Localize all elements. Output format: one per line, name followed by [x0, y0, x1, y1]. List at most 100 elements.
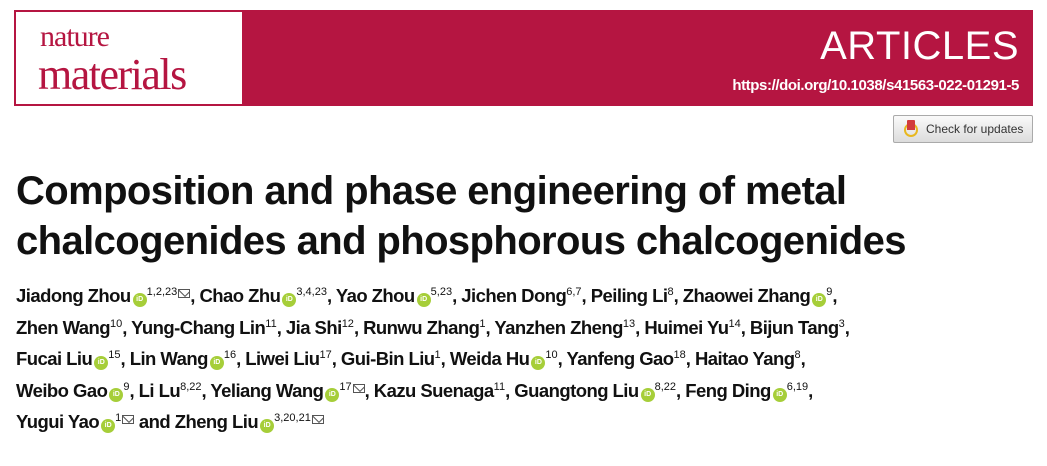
- affiliation-numbers[interactable]: 16: [223, 349, 237, 361]
- author-name[interactable]: Jia Shi: [285, 316, 342, 338]
- crossmark-icon: [904, 120, 918, 138]
- affiliation-numbers[interactable]: 1: [434, 349, 441, 361]
- logo-line-2: materials: [38, 50, 187, 99]
- email-icon[interactable]: [311, 415, 324, 424]
- author-name[interactable]: Weibo Gao: [16, 379, 108, 401]
- email-icon[interactable]: [178, 289, 191, 298]
- orcid-icon[interactable]: iD: [132, 293, 147, 307]
- author-name[interactable]: Yanzhen Zheng: [494, 316, 623, 338]
- affiliation-numbers[interactable]: 15: [108, 349, 121, 361]
- email-icon[interactable]: [122, 415, 135, 424]
- affiliation-numbers[interactable]: 18: [673, 349, 686, 361]
- author-name[interactable]: Weida Hu: [449, 348, 530, 369]
- affiliation-numbers[interactable]: 8,22: [654, 380, 677, 393]
- affiliation-numbers[interactable]: 14: [728, 317, 741, 330]
- author-name[interactable]: Runwu Zhang: [363, 316, 480, 338]
- author: Jichen Dong6,7: [461, 285, 581, 306]
- author-name[interactable]: Kazu Suenaga: [373, 379, 494, 401]
- affiliation-numbers[interactable]: 8: [794, 349, 801, 361]
- author: Huimei Yu14: [644, 317, 740, 338]
- affiliation-numbers[interactable]: 1: [479, 317, 486, 330]
- journal-logo[interactable]: nature materials: [16, 12, 242, 104]
- author: Kazu Suenaga11: [374, 380, 505, 401]
- doi-link[interactable]: https://doi.org/10.1038/s41563-022-01291…: [732, 77, 1019, 94]
- author: Chao Zhu iD3,4,23: [199, 285, 327, 307]
- author: Yeliang Wang iD17: [210, 379, 365, 402]
- affiliation-numbers[interactable]: 10: [110, 317, 123, 330]
- author-name[interactable]: Yao Zhou: [335, 285, 415, 306]
- affiliation-numbers[interactable]: 3,20,21: [274, 412, 311, 424]
- author: Jia Shi12: [286, 317, 354, 338]
- orcid-icon[interactable]: iD: [109, 387, 124, 402]
- orcid-icon[interactable]: iD: [209, 356, 224, 370]
- author-name[interactable]: Haitao Yang: [694, 348, 795, 369]
- orcid-icon[interactable]: iD: [101, 419, 116, 433]
- author: Feng Ding iD6,19: [685, 379, 809, 402]
- journal-banner: nature materials ARTICLES https://doi.or…: [14, 10, 1033, 106]
- author-name[interactable]: Yanfeng Gao: [566, 348, 675, 369]
- check-for-updates-button[interactable]: Check for updates: [893, 115, 1033, 143]
- affiliation-numbers[interactable]: 8: [667, 286, 674, 298]
- orcid-icon[interactable]: iD: [94, 356, 109, 370]
- affiliation-numbers[interactable]: 11: [265, 317, 277, 330]
- author: Gui-Bin Liu1: [341, 348, 441, 369]
- affiliation-numbers[interactable]: 3: [838, 317, 845, 330]
- author-name[interactable]: Zhaowei Zhang: [682, 285, 811, 306]
- author-name[interactable]: Feng Ding: [685, 379, 771, 401]
- affiliation-numbers[interactable]: 17: [339, 380, 352, 393]
- author-name[interactable]: Huimei Yu: [644, 316, 729, 338]
- affiliation-numbers[interactable]: 9: [123, 380, 130, 393]
- section-label: ARTICLES: [820, 24, 1019, 68]
- affiliation-numbers[interactable]: 6,7: [566, 286, 582, 298]
- author: Yao Zhou iD5,23: [335, 285, 453, 307]
- email-icon[interactable]: [352, 383, 365, 393]
- author: Weida Hu iD10: [449, 348, 558, 370]
- orcid-icon[interactable]: iD: [640, 387, 655, 402]
- affiliation-numbers[interactable]: 17: [319, 349, 332, 361]
- author-name[interactable]: Yugui Yao: [16, 411, 100, 432]
- author: Guangtong Liu iD8,22: [514, 379, 677, 402]
- orcid-icon[interactable]: iD: [325, 387, 340, 402]
- author-name[interactable]: Fucai Liu: [16, 348, 93, 369]
- author: Fucai Liu iD15: [16, 348, 121, 370]
- orcid-icon[interactable]: iD: [260, 419, 275, 433]
- affiliation-numbers[interactable]: 11: [493, 380, 506, 393]
- affiliation-numbers[interactable]: 1: [115, 412, 122, 424]
- author-name[interactable]: Yeliang Wang: [210, 379, 324, 401]
- affiliation-numbers[interactable]: 5,23: [430, 286, 453, 298]
- author: Peiling Li8: [591, 285, 674, 306]
- author-name[interactable]: Guangtong Liu: [514, 379, 639, 401]
- affiliation-numbers[interactable]: 6,19: [786, 380, 809, 393]
- author-name[interactable]: Lin Wang: [129, 348, 209, 369]
- author: Lin Wang iD16: [129, 348, 237, 370]
- orcid-icon[interactable]: iD: [772, 387, 787, 402]
- author: Zheng Liu iD3,20,21: [174, 411, 324, 433]
- orcid-icon[interactable]: iD: [812, 293, 827, 307]
- author-name[interactable]: Zhen Wang: [16, 316, 111, 338]
- affiliation-numbers[interactable]: 9: [826, 286, 833, 298]
- orcid-icon[interactable]: iD: [531, 356, 546, 370]
- affiliation-numbers[interactable]: 10: [545, 349, 558, 361]
- author-name[interactable]: Chao Zhu: [199, 285, 281, 306]
- author-name[interactable]: Gui-Bin Liu: [340, 348, 435, 369]
- author-name[interactable]: Jichen Dong: [461, 285, 567, 306]
- check-for-updates-label: Check for updates: [926, 122, 1024, 136]
- affiliation-numbers[interactable]: 12: [341, 317, 354, 330]
- author-name[interactable]: Li Lu: [138, 379, 181, 401]
- author: Li Lu8,22: [139, 380, 202, 401]
- author: Runwu Zhang1: [363, 317, 485, 338]
- author-name[interactable]: Jiadong Zhou: [16, 285, 131, 306]
- orcid-icon[interactable]: iD: [416, 293, 431, 307]
- author-list: Jiadong Zhou iD1,2,23, Chao Zhu iD3,4,23, …: [16, 285, 850, 433]
- orcid-icon[interactable]: iD: [282, 293, 297, 307]
- author-name[interactable]: Liwei Liu: [245, 348, 320, 369]
- author-name[interactable]: Yung-Chang Lin: [131, 316, 266, 338]
- author-name[interactable]: Peiling Li: [590, 285, 668, 306]
- affiliation-numbers[interactable]: 8,22: [180, 380, 202, 393]
- affiliation-numbers[interactable]: 1,2,23: [146, 286, 178, 298]
- affiliation-numbers[interactable]: 13: [622, 317, 636, 330]
- author-name[interactable]: Bijun Tang: [749, 316, 839, 338]
- author: Haitao Yang8: [695, 348, 801, 369]
- author-name[interactable]: Zheng Liu: [174, 411, 259, 432]
- affiliation-numbers[interactable]: 3,4,23: [296, 286, 327, 298]
